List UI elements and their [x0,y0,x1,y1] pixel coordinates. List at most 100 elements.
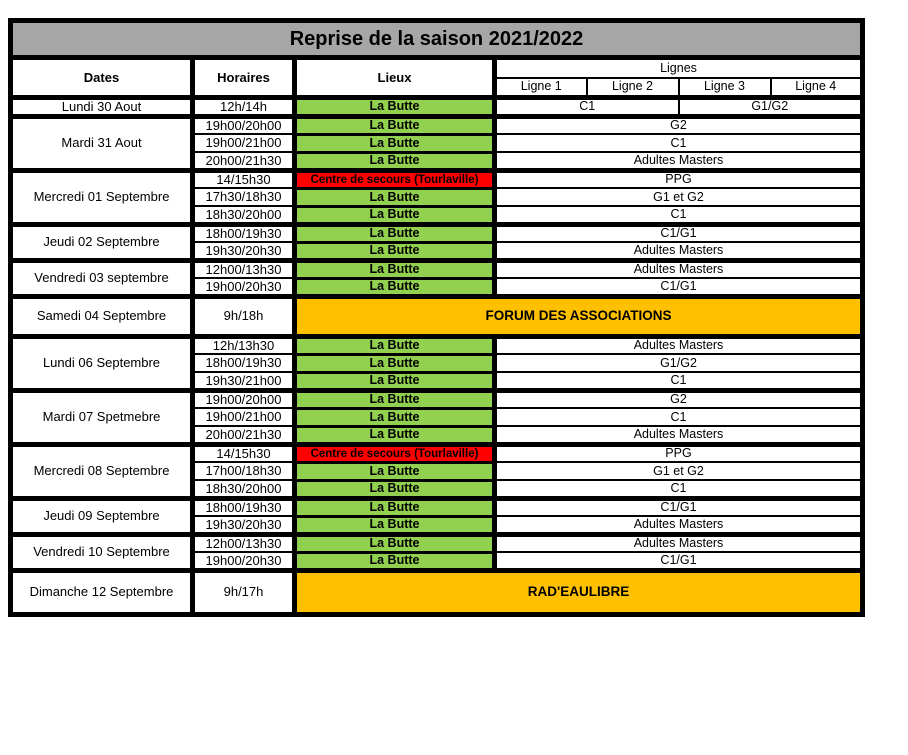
lieu-cell: La Butte [293,495,497,518]
ligne-cell: Adultes Masters [493,151,864,172]
schedule-row: 17h30/18h30 La Butte G1 et G2 [11,186,864,208]
ligne-cell: C1 [493,479,864,500]
page-title: Reprise de la saison 2021/2022 [9,19,864,60]
schedule-body: Lundi 30 Aout 12h/14h La Butte C1 G1/G2 Mardi… [9,95,864,616]
time-cell: 20h00/21h30 [191,151,297,172]
schedule-row: 19h30/20h30 La Butte Adultes Masters [11,514,864,536]
lieu-cell: La Butte [293,150,497,172]
ligne-cell: Adultes Masters [493,241,864,262]
time-cell: 18h30/20h00 [191,479,297,500]
ligne-cell: C1 [493,95,680,118]
time-cell: 19h00/21h00 [191,407,297,428]
schedule-row: 18h00/19h30 La Butte G1/G2 [11,352,864,374]
time-cell: 12h00/13h30 [191,257,297,280]
schedule-header: Reprise de la saison 2021/2022 Dates Hor… [9,19,864,100]
date-cell: Mercredi 08 Septembre [9,441,195,500]
lieu-cell: La Butte [293,550,497,572]
title-row: Reprise de la saison 2021/2022 [9,19,864,60]
ligne-cell: Adultes Masters [493,257,864,280]
lieu-cell: La Butte [293,460,497,482]
ligne-cell: G1 et G2 [493,187,864,208]
time-cell: 19h00/20h00 [191,387,297,410]
ligne-cell: C1 [493,407,864,428]
lieu-cell: Centre de secours (Tourlaville) [293,441,497,464]
col-header-ligne-1: Ligne 1 [493,76,588,100]
date-cell: Samedi 04 Septembre [9,293,195,338]
schedule-row: Dimanche 12 Septembre 9h/17h RAD'EAULIBRE [9,567,864,616]
ligne-cell: C1/G1 [493,277,864,298]
ligne-cell: C1 [493,371,864,392]
schedule-row: 20h00/21h30 La Butte Adultes Masters [11,150,864,172]
ligne-cell: PPG [493,441,864,464]
schedule-row: Lundi 30 Aout 12h/14h La Butte C1 G1/G2 [9,95,864,118]
lieu-cell: La Butte [293,186,497,208]
time-cell: 19h00/21h00 [191,133,297,154]
lieu-cell: La Butte [293,132,497,154]
lieu-cell: La Butte [293,333,497,356]
ligne-cell: PPG [493,167,864,190]
date-cell: Vendredi 10 Septembre [9,531,195,572]
lieu-cell: La Butte [293,370,497,392]
date-cell: Jeudi 02 Septembre [9,221,195,262]
col-header-ligne-3: Ligne 3 [677,76,772,100]
time-cell: 18h00/19h30 [191,221,297,244]
time-cell: 12h/14h [191,95,297,118]
schedule-row: Mercredi 01 Septembre 14/15h30 Centre de s… [9,167,864,226]
time-cell: 19h00/20h30 [191,551,297,572]
schedule-row: Jeudi 09 Septembre 18h00/19h30 La Butte C1/… [9,495,864,536]
col-header-horaires: Horaires [191,56,297,99]
col-header-ligne-4: Ligne 4 [769,76,864,100]
lieu-cell: La Butte [293,514,497,536]
header-row-main: Dates Horaires Lieux Lignes [9,56,864,99]
time-cell: 17h30/18h30 [191,187,297,208]
ligne-cell: G1/G2 [677,95,864,118]
ligne-cell: C1 [493,133,864,154]
schedule-sheet: Reprise de la saison 2021/2022 Dates Hor… [8,18,865,617]
event-banner-cell: FORUM DES ASSOCIATIONS [293,293,864,338]
schedule-row: Mardi 31 Aout 19h00/20h00 La Butte G2 [9,113,864,172]
lieu-cell: Centre de secours (Tourlaville) [293,167,497,190]
schedule-row: 18h30/20h00 La Butte C1 [11,478,864,500]
time-cell: 12h00/13h30 [191,531,297,554]
lieu-cell: La Butte [293,531,497,554]
time-cell: 14/15h30 [191,441,297,464]
lieu-cell: La Butte [293,478,497,500]
ligne-cell: G2 [493,387,864,410]
col-header-dates: Dates [9,56,195,99]
date-cell: Mardi 31 Aout [9,113,195,172]
date-cell: Lundi 30 Aout [9,95,195,118]
ligne-cell: Adultes Masters [493,333,864,356]
time-cell: 18h30/20h00 [191,205,297,226]
schedule-row: 19h30/21h00 La Butte C1 [11,370,864,392]
col-header-lignes-group: Lignes [493,56,864,79]
ligne-cell: C1/G1 [493,221,864,244]
lieu-cell: La Butte [293,424,497,446]
ligne-cell: Adultes Masters [493,515,864,536]
time-cell: 12h/13h30 [191,333,297,356]
time-cell: 19h30/20h30 [191,241,297,262]
schedule-row: Lundi 06 Septembre 12h/13h30 La Butte Adult… [9,333,864,392]
time-cell: 18h00/19h30 [191,353,297,374]
schedule-row: 19h30/20h30 La Butte Adultes Masters [11,240,864,262]
ligne-cell: C1/G1 [493,495,864,518]
event-banner-cell: RAD'EAULIBRE [293,567,864,616]
time-cell: 18h00/19h30 [191,495,297,518]
lieu-cell: La Butte [293,221,497,244]
header-row-sublignes: Ligne 1 Ligne 2 Ligne 3 Ligne 4 [11,76,864,100]
schedule-row: 17h00/18h30 La Butte G1 et G2 [11,460,864,482]
lieu-cell: La Butte [293,387,497,410]
time-cell: 19h00/20h00 [191,113,297,136]
ligne-cell: C1/G1 [493,551,864,572]
schedule-row: Mercredi 08 Septembre 14/15h30 Centre de s… [9,441,864,500]
lieu-cell: La Butte [293,352,497,374]
schedule-row: 19h00/20h30 La Butte C1/G1 [11,276,864,298]
ligne-cell: Adultes Masters [493,531,864,554]
time-cell: 19h00/20h30 [191,277,297,298]
date-cell: Mardi 07 Spetmebre [9,387,195,446]
lieu-cell: La Butte [293,240,497,262]
lieu-cell: La Butte [293,257,497,280]
date-cell: Jeudi 09 Septembre [9,495,195,536]
lieu-cell: La Butte [293,204,497,226]
ligne-cell: C1 [493,205,864,226]
col-header-lieux: Lieux [293,56,497,99]
